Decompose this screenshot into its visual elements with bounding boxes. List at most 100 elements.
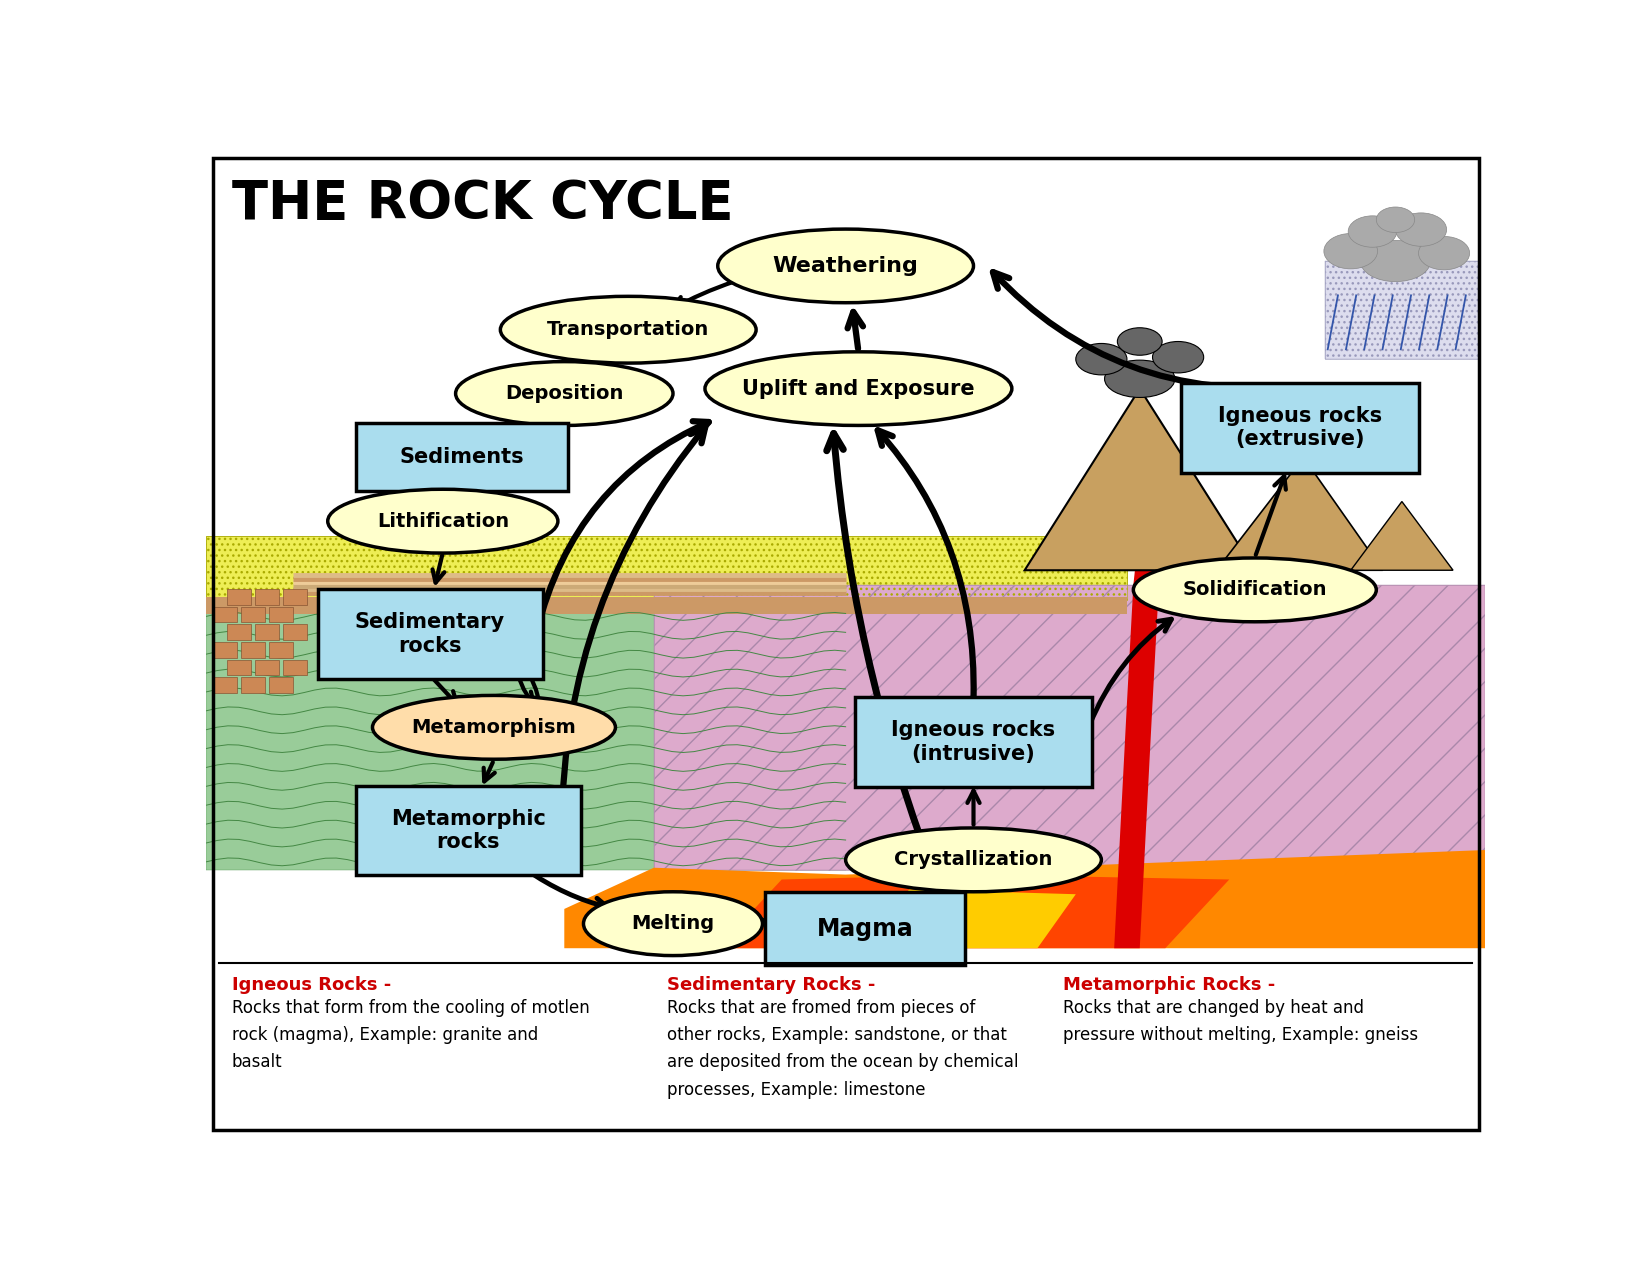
- Bar: [284, 589, 307, 604]
- Text: Rocks that are fromed from pieces of
other rocks, Example: sandstone, or that
ar: Rocks that are fromed from pieces of oth…: [667, 1000, 1018, 1099]
- Ellipse shape: [718, 230, 974, 302]
- FancyArrowPatch shape: [520, 662, 541, 710]
- Bar: [269, 607, 294, 622]
- Bar: [1325, 261, 1478, 360]
- Bar: [269, 677, 294, 694]
- Ellipse shape: [328, 490, 558, 553]
- Text: Lithification: Lithification: [376, 511, 508, 530]
- FancyArrowPatch shape: [827, 434, 954, 923]
- FancyArrowPatch shape: [493, 426, 530, 450]
- Ellipse shape: [1396, 213, 1447, 246]
- Bar: [226, 589, 251, 604]
- Text: Sedimentary
rocks: Sedimentary rocks: [355, 612, 505, 655]
- Bar: [241, 641, 266, 658]
- Bar: [206, 536, 1127, 599]
- Polygon shape: [1025, 389, 1256, 570]
- Ellipse shape: [500, 296, 756, 363]
- FancyArrowPatch shape: [848, 312, 863, 348]
- FancyBboxPatch shape: [766, 892, 965, 965]
- Text: THE ROCK CYCLE: THE ROCK CYCLE: [231, 177, 733, 230]
- Bar: [206, 612, 845, 870]
- Text: Transportation: Transportation: [548, 320, 710, 339]
- Text: Igneous rocks
(intrusive): Igneous rocks (intrusive): [891, 720, 1056, 764]
- Ellipse shape: [1152, 342, 1203, 372]
- Text: Solidification: Solidification: [1183, 580, 1327, 599]
- Ellipse shape: [845, 827, 1102, 891]
- Text: Metamorphic
rocks: Metamorphic rocks: [391, 808, 546, 852]
- Bar: [254, 625, 279, 640]
- Text: Igneous rocks
(extrusive): Igneous rocks (extrusive): [1218, 407, 1381, 450]
- Bar: [254, 659, 279, 676]
- FancyBboxPatch shape: [356, 423, 568, 491]
- FancyArrowPatch shape: [526, 870, 607, 910]
- FancyArrowPatch shape: [452, 491, 464, 511]
- Text: Rocks that form from the cooling of motlen
rock (magma), Example: granite and
ba: Rocks that form from the cooling of motl…: [231, 1000, 589, 1071]
- FancyArrowPatch shape: [967, 790, 980, 825]
- Bar: [653, 585, 1485, 870]
- Bar: [241, 607, 266, 622]
- Ellipse shape: [584, 891, 762, 955]
- Polygon shape: [845, 890, 1076, 949]
- Bar: [284, 625, 307, 640]
- Text: Magma: Magma: [817, 917, 912, 941]
- FancyBboxPatch shape: [356, 785, 581, 875]
- Polygon shape: [1351, 501, 1454, 570]
- FancyArrowPatch shape: [561, 427, 705, 827]
- Bar: [653, 585, 1485, 870]
- Bar: [226, 625, 251, 640]
- Text: Sedimentary Rocks -: Sedimentary Rocks -: [667, 975, 874, 993]
- Bar: [206, 536, 1127, 599]
- Bar: [213, 641, 238, 658]
- Text: Igneous Rocks -: Igneous Rocks -: [231, 975, 391, 993]
- FancyBboxPatch shape: [855, 697, 1092, 787]
- Polygon shape: [1102, 527, 1158, 949]
- Ellipse shape: [1134, 558, 1376, 622]
- Text: Rocks that are changed by heat and
pressure without melting, Example: gneiss: Rocks that are changed by heat and press…: [1063, 1000, 1417, 1044]
- FancyArrowPatch shape: [1256, 476, 1285, 555]
- FancyArrowPatch shape: [673, 282, 734, 309]
- FancyArrowPatch shape: [576, 365, 594, 388]
- Text: Crystallization: Crystallization: [894, 850, 1053, 870]
- Bar: [226, 659, 251, 676]
- Ellipse shape: [373, 695, 615, 759]
- FancyArrowPatch shape: [878, 430, 974, 697]
- Bar: [1325, 261, 1478, 360]
- Ellipse shape: [455, 362, 673, 426]
- FancyBboxPatch shape: [317, 589, 543, 678]
- Text: Melting: Melting: [632, 914, 714, 933]
- Ellipse shape: [1360, 241, 1431, 282]
- Ellipse shape: [1117, 328, 1162, 356]
- Ellipse shape: [1419, 236, 1470, 270]
- FancyArrowPatch shape: [536, 421, 710, 631]
- FancyArrowPatch shape: [929, 896, 942, 909]
- FancyArrowPatch shape: [1089, 620, 1172, 724]
- Ellipse shape: [1076, 343, 1127, 375]
- Polygon shape: [564, 850, 1485, 949]
- Bar: [254, 589, 279, 604]
- FancyArrowPatch shape: [483, 762, 495, 782]
- Ellipse shape: [1323, 233, 1378, 269]
- Text: Metamorphic Rocks -: Metamorphic Rocks -: [1063, 975, 1275, 993]
- Text: Uplift and Exposure: Uplift and Exposure: [742, 379, 975, 399]
- Text: Weathering: Weathering: [772, 256, 919, 275]
- Polygon shape: [1216, 458, 1383, 570]
- Bar: [213, 607, 238, 622]
- Bar: [206, 597, 1127, 615]
- Bar: [206, 182, 1485, 949]
- FancyArrowPatch shape: [993, 272, 1300, 388]
- Bar: [284, 659, 307, 676]
- Bar: [269, 641, 294, 658]
- FancyArrowPatch shape: [432, 677, 457, 704]
- Bar: [213, 677, 238, 694]
- FancyBboxPatch shape: [1181, 384, 1419, 473]
- Text: Metamorphism: Metamorphism: [411, 718, 576, 737]
- Ellipse shape: [1348, 215, 1398, 247]
- Ellipse shape: [1376, 207, 1414, 232]
- Bar: [241, 677, 266, 694]
- FancyArrowPatch shape: [513, 657, 535, 705]
- Polygon shape: [718, 875, 1229, 949]
- FancyArrowPatch shape: [752, 914, 767, 927]
- Ellipse shape: [705, 352, 1011, 426]
- Ellipse shape: [1104, 360, 1175, 398]
- Text: Sediments: Sediments: [399, 448, 525, 468]
